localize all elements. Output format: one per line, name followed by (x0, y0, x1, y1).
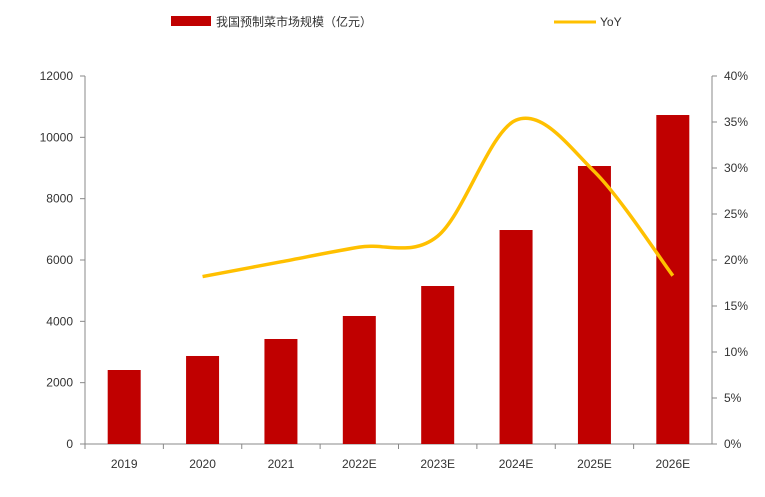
right-tick-label: 40% (724, 69, 748, 83)
x-tick-label: 2023E (420, 457, 455, 471)
left-tick-label: 4000 (46, 314, 73, 328)
right-tick-label: 5% (724, 391, 742, 405)
right-tick-label: 0% (724, 437, 742, 451)
right-tick-label: 10% (724, 345, 748, 359)
x-tick-label: 2020 (189, 457, 216, 471)
right-tick-label: 20% (724, 253, 748, 267)
left-tick-label: 12000 (40, 69, 74, 83)
bar-2019 (107, 370, 141, 444)
right-tick-label: 30% (724, 161, 748, 175)
legend-line-label: YoY (600, 15, 622, 29)
legend-bar-label: 我国预制菜市场规模（亿元） (216, 14, 372, 29)
left-tick-label: 6000 (46, 253, 73, 267)
left-tick-label: 10000 (40, 130, 74, 144)
left-tick-label: 8000 (46, 192, 73, 206)
legend-bar-swatch (171, 16, 211, 26)
bar-2022E (342, 315, 376, 444)
left-tick-label: 2000 (46, 376, 73, 390)
yoy-line (202, 116, 675, 279)
bar-2023E (421, 286, 455, 444)
x-tick-label: 2022E (342, 457, 377, 471)
bar-2024E (499, 230, 533, 444)
x-tick-label: 2021 (268, 457, 295, 471)
bar-2020 (186, 355, 220, 444)
right-tick-label: 25% (724, 207, 748, 221)
x-tick-label: 2024E (499, 457, 534, 471)
x-tick-label: 2026E (655, 457, 690, 471)
x-tick-label: 2025E (577, 457, 612, 471)
x-tick-label: 2019 (111, 457, 138, 471)
bar-2025E (577, 166, 611, 445)
bar-2026E (656, 115, 690, 445)
left-tick-label: 0 (66, 437, 73, 451)
bar-2021 (264, 338, 298, 444)
legend: 我国预制菜市场规模（亿元） YoY (171, 14, 622, 29)
right-tick-label: 35% (724, 115, 748, 129)
right-tick-label: 15% (724, 299, 748, 313)
